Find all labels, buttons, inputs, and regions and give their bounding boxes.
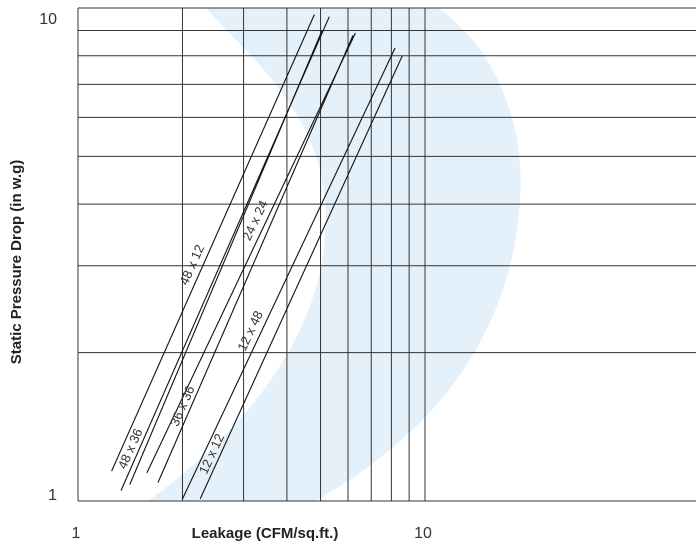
series-line-1 [111, 14, 315, 472]
series-line-4 [157, 35, 354, 483]
series-label-4: 36 x 36 [167, 383, 198, 428]
series-line-7 [199, 55, 403, 500]
series-line-3 [129, 30, 323, 485]
background-band [147, 8, 521, 501]
grid [77, 7, 696, 502]
series-lines [111, 14, 403, 500]
series-line-6 [182, 47, 396, 500]
series-label-2: 48 x 36 [115, 426, 146, 471]
y-axis-title: Static Pressure Drop (in w.g) [8, 160, 25, 365]
y-tick-label: 1 [48, 487, 57, 504]
y-tick-label: 10 [39, 11, 57, 28]
x-tick-label: 1 [72, 525, 81, 542]
x-tick-label: 10 [414, 525, 432, 542]
series-label-1: 48 x 12 [176, 242, 207, 287]
x-axis-title: Leakage (CFM/sq.ft.) [192, 525, 339, 542]
series-line-5 [146, 32, 356, 474]
